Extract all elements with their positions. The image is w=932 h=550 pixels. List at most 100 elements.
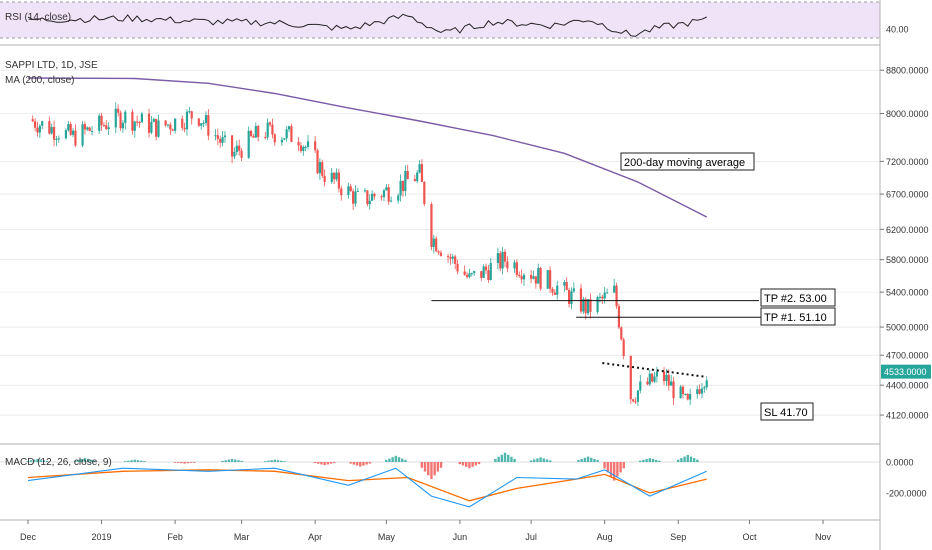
macd-histogram-bar [90, 459, 93, 462]
macd-histogram-bar [433, 462, 436, 476]
macd-histogram-bar [436, 462, 440, 472]
candle-body [107, 127, 110, 130]
macd-histogram-bar [270, 460, 273, 462]
candle-body [387, 187, 390, 202]
price-tick-label: 6700.0000 [886, 190, 929, 200]
macd-histogram-bar [123, 461, 127, 463]
candle-body [102, 125, 106, 127]
macd-histogram-bar [333, 462, 336, 464]
macd-histogram-bar [130, 460, 133, 462]
macd-histogram-bar [313, 462, 317, 464]
candle-body [171, 129, 174, 131]
candle-body [662, 371, 666, 382]
macd-histogram-bar [513, 458, 516, 462]
macd-histogram-bar [642, 459, 645, 462]
macd-histogram-bar [439, 462, 443, 468]
candle-body [530, 274, 533, 279]
time-tick-label: Mar [234, 532, 250, 542]
candle-body [280, 139, 284, 143]
candle-body [401, 180, 405, 191]
macd-histogram-bar [536, 458, 539, 462]
candle-body [646, 381, 649, 385]
candle-body [221, 137, 224, 143]
candle-body [81, 124, 84, 146]
macd-histogram-bar [590, 457, 593, 462]
candle-body [435, 238, 438, 252]
macd-histogram-bar [45, 460, 49, 462]
macd-histogram-bar [93, 460, 96, 462]
candle-body [67, 124, 70, 131]
candle-body [188, 111, 191, 113]
macd-histogram-bar [397, 457, 401, 462]
macd-histogram-bar [638, 460, 642, 462]
candle-body [347, 186, 350, 196]
candle-body [480, 271, 483, 278]
candle-body [437, 251, 440, 253]
candle-body [603, 292, 606, 299]
candle-body [64, 130, 68, 139]
levels [431, 300, 771, 378]
candle-body [340, 188, 343, 196]
last-price-badge [881, 364, 931, 379]
candle-body [181, 118, 184, 128]
macd-histogram-bar [401, 458, 404, 462]
candle-body [273, 134, 276, 143]
macd-histogram-bar [465, 462, 468, 467]
macd-histogram-bar [510, 456, 513, 462]
candle-body [124, 111, 127, 123]
rsi-pane: RSI (14, close) [0, 1, 880, 39]
candle-body [651, 373, 654, 382]
symbol-label: SAPPI LTD, 1D, JSE [5, 60, 98, 71]
candle-body [55, 138, 58, 140]
candle-body [439, 252, 443, 256]
candle-body [302, 146, 305, 151]
price-tick-label: 8000.0000 [886, 109, 929, 119]
ma-note-box [620, 152, 755, 171]
candle-body [700, 388, 704, 394]
candle-body [368, 200, 371, 205]
candle-body [449, 257, 452, 259]
candle-body [321, 162, 324, 176]
macd-histogram-bar [696, 459, 699, 462]
macd-histogram-bar [193, 462, 196, 463]
candle-body [596, 297, 599, 312]
macd-histogram-bar [689, 456, 693, 462]
candle-body [152, 118, 155, 122]
candle-body [470, 273, 473, 275]
candle-body [551, 288, 554, 293]
macd-histogram-bar [458, 462, 462, 465]
candle-body [314, 141, 317, 151]
candle-body [705, 380, 708, 388]
candle-body [634, 401, 637, 403]
candle-body [337, 172, 340, 189]
sl-box [760, 402, 814, 421]
macd-histogram-bar [648, 458, 651, 462]
macd-histogram-bar [139, 460, 143, 462]
macd-histogram-bar [468, 462, 471, 469]
macd-histogram-bar [507, 454, 510, 462]
candle-body [323, 175, 326, 182]
macd-label: MACD (12, 26, close, 9) [5, 457, 112, 468]
candle-body [155, 118, 158, 137]
macd-histogram-bar [477, 462, 481, 465]
time-axis: Dec 2019 Feb Mar Apr May Jun Jul Aug Sep Oct Nov [20, 520, 832, 542]
candle-body [197, 118, 200, 126]
candle-body [537, 268, 540, 284]
candle-body [465, 274, 469, 277]
candle-body [489, 263, 492, 280]
candle-body [271, 124, 274, 135]
price-series [27, 77, 708, 406]
candle-body [356, 190, 359, 192]
macd-histogram-bar [658, 460, 661, 462]
candle-body [202, 122, 205, 124]
ma-label: MA (200, close) [5, 75, 74, 86]
candle-body [264, 137, 267, 139]
macd-histogram-bar [180, 462, 183, 464]
candle-body [549, 270, 552, 289]
macd-histogram-bar [86, 458, 90, 462]
candle-body [670, 381, 673, 386]
candle-body [349, 186, 352, 192]
candle-body [482, 266, 485, 278]
candle-body [48, 121, 51, 134]
